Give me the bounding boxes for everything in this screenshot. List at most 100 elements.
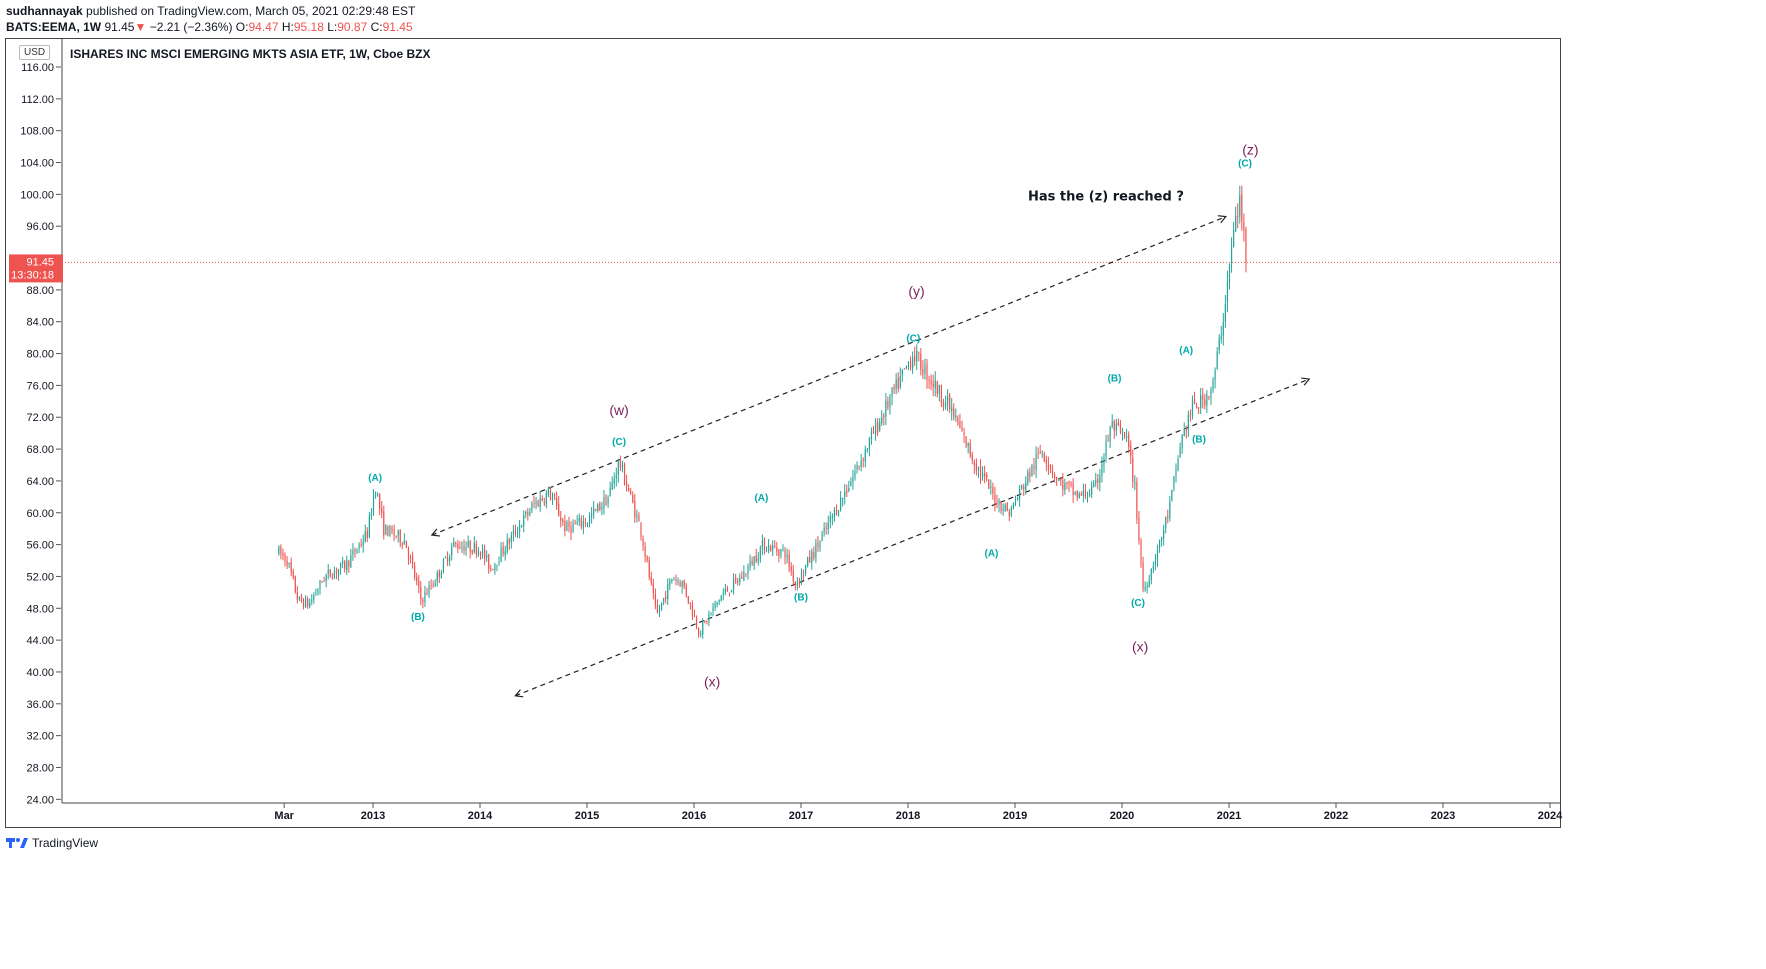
candle-down bbox=[1202, 396, 1204, 400]
candle-down bbox=[395, 535, 397, 537]
candle-down bbox=[418, 580, 420, 588]
candle-up bbox=[1187, 414, 1189, 430]
candle-up bbox=[955, 415, 957, 418]
candle-down bbox=[1049, 465, 1052, 469]
candle-down bbox=[936, 381, 938, 395]
candle-down bbox=[1053, 475, 1056, 479]
candle-up bbox=[403, 540, 405, 545]
candle-up bbox=[1156, 549, 1159, 562]
candle-down bbox=[928, 379, 930, 381]
candle-down bbox=[1051, 470, 1054, 475]
candle-down bbox=[986, 474, 988, 479]
candle-up bbox=[912, 357, 914, 369]
candle-down bbox=[1029, 472, 1031, 477]
candle-down bbox=[648, 560, 650, 578]
candle-up bbox=[1216, 351, 1218, 370]
wave-label-minor: (C) bbox=[1131, 598, 1145, 609]
countdown-label: 13:30:18 bbox=[11, 269, 54, 281]
candle-down bbox=[817, 542, 819, 547]
candle-down bbox=[675, 579, 677, 581]
candle-down bbox=[949, 394, 951, 410]
open-label: O: bbox=[235, 20, 249, 34]
candle-down bbox=[778, 549, 780, 557]
candle-up bbox=[500, 547, 502, 563]
candle-down bbox=[654, 594, 656, 605]
x-axis-tick-label: 2024 bbox=[1538, 810, 1563, 822]
candle-down bbox=[969, 443, 971, 456]
candle-down bbox=[543, 501, 545, 504]
candle-down bbox=[792, 570, 794, 582]
candle-up bbox=[811, 551, 813, 563]
candle-down bbox=[1193, 399, 1196, 404]
candle-down bbox=[1117, 422, 1119, 426]
candle-up bbox=[317, 590, 319, 593]
candle-down bbox=[1237, 215, 1239, 217]
currency-badge[interactable]: USD bbox=[19, 45, 51, 60]
published-text: published on TradingView.com, March 05, … bbox=[86, 4, 416, 18]
candle-down bbox=[411, 556, 414, 565]
candle-down bbox=[788, 554, 790, 568]
candle-down bbox=[381, 507, 383, 513]
candle-down bbox=[393, 529, 395, 536]
candle-down bbox=[286, 560, 288, 566]
candle-down bbox=[574, 523, 576, 525]
candle-down bbox=[1107, 440, 1109, 442]
candle-up bbox=[710, 612, 712, 614]
candle-up bbox=[782, 548, 784, 550]
candle-down bbox=[300, 596, 303, 602]
channel-line bbox=[515, 378, 1310, 697]
y-axis-tick-label: 68.00 bbox=[26, 444, 54, 456]
high-label: H: bbox=[281, 20, 294, 34]
candle-up bbox=[856, 465, 858, 470]
symbol-label[interactable]: BATS:EEMA, 1W bbox=[6, 20, 102, 34]
candle-down bbox=[541, 498, 543, 501]
candle-up bbox=[609, 488, 611, 497]
candle-up bbox=[850, 481, 852, 487]
candle-down bbox=[932, 383, 934, 387]
candle-up bbox=[1212, 379, 1214, 391]
candle-down bbox=[1056, 476, 1058, 480]
candle-up bbox=[1012, 503, 1015, 509]
candle-up bbox=[667, 584, 669, 600]
y-axis-tick-label: 64.00 bbox=[26, 476, 54, 488]
candle-down bbox=[755, 555, 757, 562]
candle-down bbox=[695, 617, 698, 628]
candle-up bbox=[1086, 496, 1089, 498]
candle-down bbox=[1023, 486, 1025, 490]
low-label: L: bbox=[327, 20, 338, 34]
footer-brand[interactable]: TradingView bbox=[6, 836, 98, 850]
candle-down bbox=[1084, 490, 1087, 497]
candle-up bbox=[899, 376, 901, 388]
candle-up bbox=[1074, 492, 1076, 494]
y-axis-tick-label: 24.00 bbox=[26, 794, 54, 806]
candle-up bbox=[860, 460, 862, 467]
candle-up bbox=[1064, 482, 1066, 491]
wave-label-minor: (A) bbox=[985, 549, 999, 560]
candle-up bbox=[1019, 489, 1021, 500]
candle-down bbox=[883, 415, 885, 418]
candle-down bbox=[457, 544, 459, 549]
candle-up bbox=[1160, 537, 1163, 541]
candle-down bbox=[1198, 407, 1200, 409]
candle-up bbox=[370, 513, 373, 516]
candle-up bbox=[346, 560, 348, 571]
candle-down bbox=[650, 577, 652, 584]
candle-down bbox=[942, 402, 945, 407]
candle-down bbox=[763, 539, 766, 551]
candle-up bbox=[854, 471, 856, 477]
candle-down bbox=[741, 576, 743, 579]
candle-down bbox=[426, 592, 428, 595]
candle-down bbox=[1138, 517, 1140, 541]
candle-up bbox=[990, 486, 992, 488]
wave-label-minor: (A) bbox=[368, 473, 382, 484]
candle-down bbox=[584, 522, 587, 524]
candle-down bbox=[1243, 222, 1245, 231]
candle-down bbox=[689, 602, 691, 604]
candle-down bbox=[568, 521, 570, 528]
candle-down bbox=[409, 557, 412, 559]
author-name[interactable]: sudhannayak bbox=[6, 4, 83, 18]
candle-up bbox=[1179, 447, 1181, 458]
candle-up bbox=[525, 512, 527, 514]
candle-up bbox=[895, 379, 897, 389]
